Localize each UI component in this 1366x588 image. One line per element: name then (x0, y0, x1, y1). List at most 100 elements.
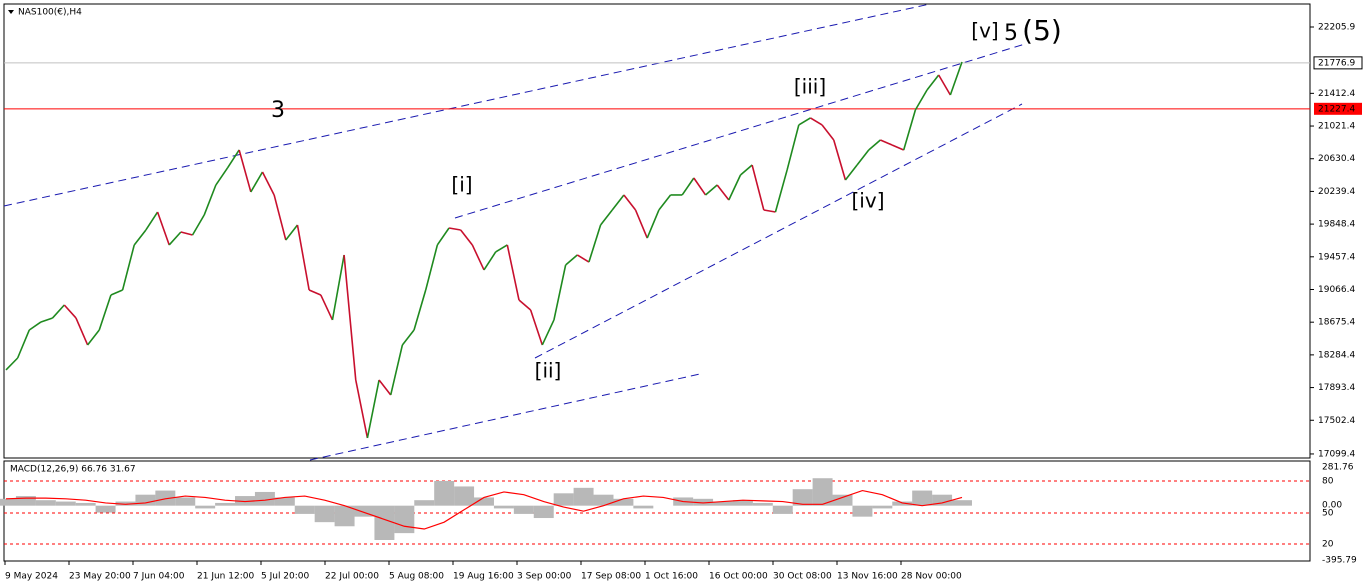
macd-bar (274, 497, 295, 506)
macd-scale-label: 80 (1322, 477, 1334, 487)
price-segment (926, 74, 940, 91)
macd-bar (852, 505, 873, 517)
y-tick-label: 19848.4 (1318, 220, 1355, 230)
price-segment (389, 344, 404, 396)
y-tick-label: 21412.4 (1318, 89, 1355, 99)
price-segment (832, 139, 847, 181)
price-segment (716, 184, 730, 201)
price-segment (949, 61, 963, 96)
macd-bar (414, 500, 435, 506)
price-segment (844, 164, 858, 181)
macd-scale-label: 50 (1322, 509, 1334, 519)
price-segment (623, 194, 637, 211)
price-segment (856, 149, 870, 166)
macd-bar (254, 491, 275, 506)
x-tick-label: 17 Sep 08:00 (581, 572, 641, 582)
price-segment (331, 254, 345, 321)
price-segment (86, 329, 100, 346)
price-segment (191, 214, 205, 236)
macd-bar (454, 486, 475, 506)
macd-bar (912, 490, 933, 506)
current-price-box (1313, 56, 1363, 70)
macd-bar (932, 494, 953, 506)
macd-bar (732, 500, 753, 506)
price-panel (3, 3, 1311, 459)
price-segment (565, 254, 578, 266)
price-segment (203, 184, 217, 216)
price-segment (250, 171, 264, 193)
macd-bar (55, 501, 76, 506)
level-label: 21227.4 (1318, 104, 1355, 114)
y-tick-label: 18675.4 (1318, 318, 1355, 328)
x-tick-label: 3 Sep 00:00 (517, 572, 572, 582)
macd-bar (235, 496, 255, 506)
y-tick-label: 18284.4 (1318, 350, 1355, 360)
price-segment (810, 117, 823, 126)
macd-bar (752, 502, 773, 506)
macd-bar (95, 505, 116, 513)
chart-title: NAS100(€),H4 (18, 8, 82, 18)
price-segment (751, 164, 765, 211)
price-segment (681, 177, 695, 196)
price-segment (576, 254, 590, 263)
wave-label: (5) (1022, 14, 1062, 47)
x-tick-label: 13 Nov 16:00 (837, 572, 898, 582)
macd-bar (15, 496, 36, 506)
price-segment (448, 227, 461, 231)
price-segment (320, 294, 334, 321)
y-tick-label: 21021.4 (1318, 122, 1355, 132)
x-tick-label: 1 Oct 16:00 (645, 572, 698, 582)
price-segment (308, 289, 322, 296)
macd-bar (832, 494, 853, 506)
price-segment (599, 209, 613, 226)
price-segment (215, 167, 229, 186)
price-segment (902, 109, 917, 151)
price-segment (914, 89, 928, 111)
price-segment (378, 379, 392, 396)
price-segment (891, 144, 905, 151)
price-segment (821, 124, 835, 141)
price-segment (121, 244, 136, 291)
price-segment (529, 309, 544, 346)
trend-line (309, 373, 701, 461)
macd-bar (792, 489, 813, 506)
price-segment (343, 254, 357, 381)
wave-label: [iii] (794, 75, 826, 99)
macd-bar (772, 505, 793, 514)
menu-arrow (8, 10, 14, 14)
macd-bar (513, 505, 534, 514)
x-tick-label: 21 Jun 12:00 (197, 572, 254, 582)
price-segment (704, 184, 718, 196)
price-segment (588, 224, 602, 263)
price-segment (52, 304, 65, 319)
price-segment (354, 379, 369, 439)
price-segment (880, 139, 893, 146)
x-tick-label: 7 Jun 04:00 (133, 572, 185, 582)
macd-panel (3, 460, 1311, 562)
price-segment (168, 231, 182, 246)
macd-scale-label: 0.00 (1322, 501, 1342, 511)
price-segment (798, 117, 811, 126)
x-tick-label: 23 May 20:00 (69, 572, 131, 582)
trend-lines (3, 3, 1026, 461)
macd-bar (0, 498, 16, 506)
price-segment (518, 299, 532, 311)
price-segment (28, 321, 42, 331)
macd-bar (713, 501, 733, 506)
price-segment (285, 224, 299, 241)
wave-label: [iv] (852, 189, 885, 213)
price-segment (401, 329, 415, 346)
macd-bar (533, 505, 554, 519)
price-segment (541, 319, 555, 346)
macd-bar (374, 505, 395, 540)
y-tick-label: 19457.4 (1318, 252, 1355, 262)
macd-bar (892, 501, 913, 506)
y-tick-label: 20630.4 (1318, 154, 1355, 164)
price-segment (739, 164, 753, 176)
price-segment (658, 194, 672, 211)
macd-bar (334, 505, 355, 527)
x-tick-label: 16 Oct 00:00 (709, 572, 768, 582)
price-segment (646, 209, 660, 239)
price-segment (728, 174, 742, 201)
current-price-label: 21776.9 (1318, 58, 1355, 68)
